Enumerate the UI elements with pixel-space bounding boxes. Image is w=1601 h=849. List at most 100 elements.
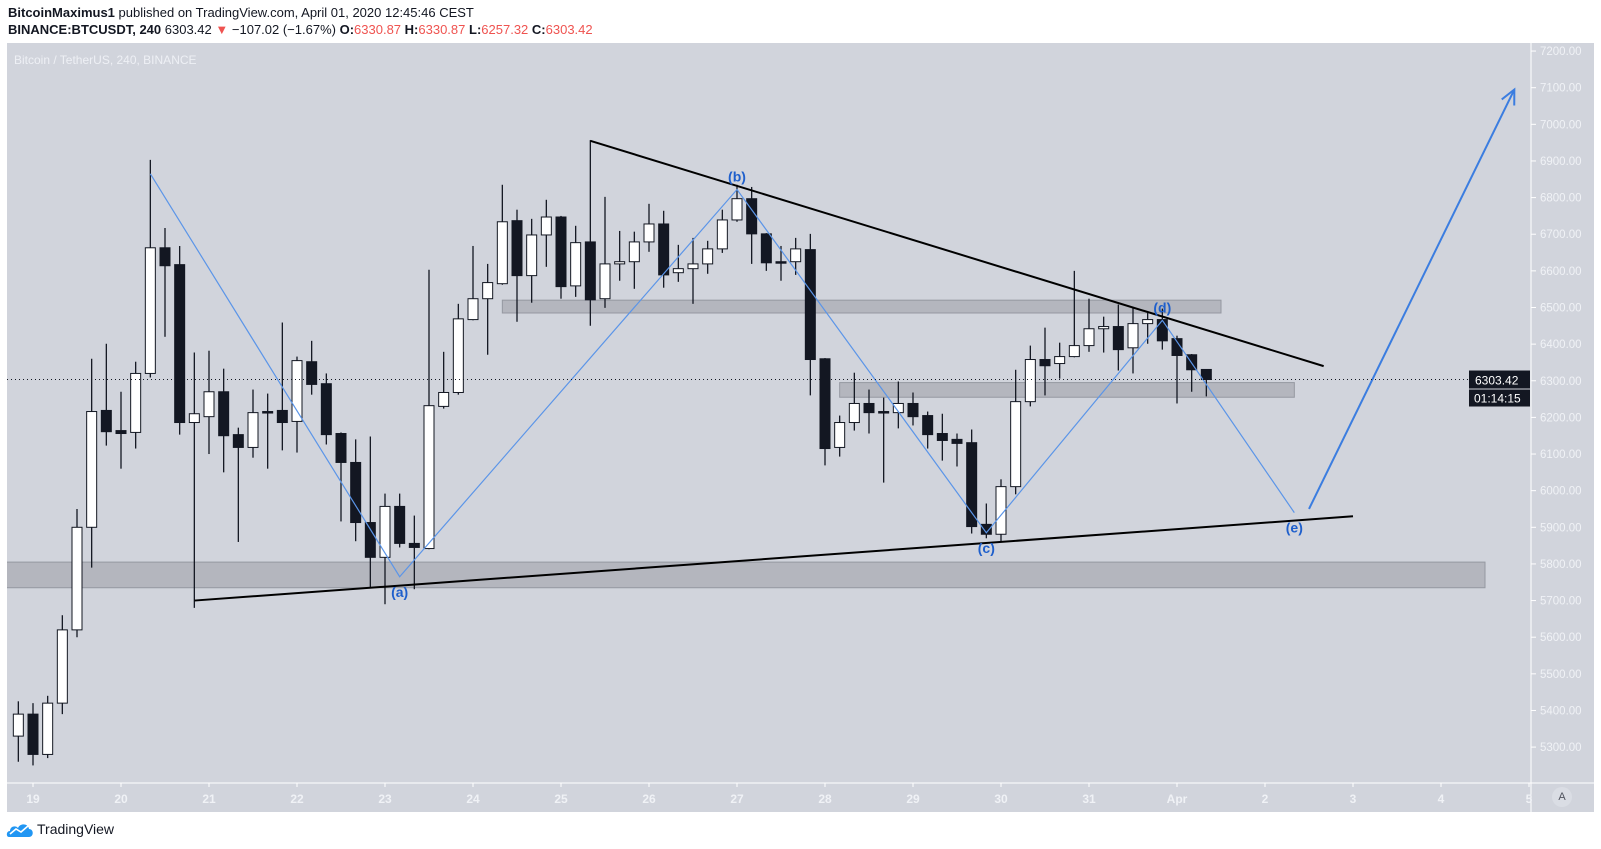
candle-body-down	[276, 409, 288, 424]
candle-body-down	[306, 361, 318, 385]
candle-body-up	[526, 234, 538, 277]
candle	[951, 433, 963, 467]
candle	[350, 439, 362, 542]
candle-body-up	[570, 242, 582, 287]
candle	[452, 303, 464, 395]
candle-body-down	[555, 216, 567, 288]
candle	[966, 429, 978, 534]
candle	[1010, 369, 1022, 495]
price-tick-label: 6400.00	[1540, 339, 1582, 351]
price-tick-label: 6700.00	[1540, 229, 1582, 241]
candle-body-up	[144, 247, 156, 374]
low-label: L:	[469, 22, 482, 37]
candle	[878, 397, 890, 483]
candle	[1127, 307, 1139, 374]
candle	[188, 352, 200, 608]
price-tick-label: 7200.00	[1540, 46, 1582, 58]
candle-body-up	[203, 391, 215, 418]
candle	[614, 230, 626, 281]
arrow-head-icon	[1501, 87, 1516, 106]
candle-body-up	[687, 263, 699, 270]
candle-body-down	[980, 523, 992, 535]
candle	[438, 351, 450, 409]
candle	[599, 196, 611, 308]
candle	[526, 218, 538, 303]
candle-body-up	[1142, 319, 1154, 325]
candle-body-up	[188, 413, 200, 424]
price-tick-label: 6200.00	[1540, 412, 1582, 424]
candle	[467, 245, 479, 321]
candle	[42, 695, 54, 759]
candle-body-up	[247, 412, 259, 448]
price-tick-label: 5300.00	[1540, 742, 1582, 754]
candle	[203, 350, 215, 455]
tradingview-logo[interactable]: TradingView	[6, 820, 114, 838]
candle	[687, 237, 699, 304]
candle	[643, 203, 655, 252]
candle	[56, 615, 68, 715]
candle-body-down	[584, 241, 596, 301]
candle-body-down	[966, 442, 978, 528]
candle-body-down	[218, 391, 230, 437]
price-tick-label: 5900.00	[1540, 522, 1582, 534]
candle	[232, 427, 244, 542]
time-tick-label: 28	[818, 792, 832, 806]
candle-body-up	[716, 219, 728, 250]
auto-scale-button[interactable]: A	[1552, 787, 1572, 807]
time-tick-label: 20	[114, 792, 128, 806]
candle	[394, 493, 406, 548]
logo-text: TradingView	[37, 821, 115, 837]
candle-body-down	[819, 358, 831, 450]
candle-body-up	[379, 505, 391, 558]
candle	[1054, 342, 1066, 379]
low-value: 6257.32	[481, 22, 529, 37]
candle-body-up	[71, 526, 83, 631]
candle-body-up	[672, 268, 684, 274]
high-label: H:	[404, 22, 419, 37]
candle	[12, 701, 24, 762]
current-price-label: 6303.42	[1475, 374, 1519, 388]
price-tick-label: 5400.00	[1540, 705, 1582, 717]
candle-body-down	[174, 264, 186, 424]
candle	[1039, 327, 1051, 396]
candle	[936, 413, 948, 461]
candle	[1200, 368, 1212, 397]
candle-body-down	[760, 233, 772, 264]
time-tick-label: 26	[642, 792, 656, 806]
chart-pane[interactable]	[7, 43, 1594, 812]
candle	[907, 392, 919, 426]
candle	[511, 209, 523, 322]
candle-body-up	[540, 216, 552, 236]
candle	[804, 233, 816, 396]
time-tick-label: 19	[26, 792, 40, 806]
high-value: 6330.87	[418, 22, 466, 37]
candle-body-down	[1112, 326, 1124, 351]
candle	[672, 244, 684, 282]
candle-body-down	[335, 433, 347, 463]
price-tick-label: 7100.00	[1540, 83, 1582, 95]
author-name[interactable]: BitcoinMaximus1	[8, 5, 115, 20]
close-label: C:	[531, 22, 546, 37]
wave-label: (c)	[978, 540, 995, 556]
candle-body-up	[1098, 326, 1110, 330]
candle-body-up	[848, 402, 860, 424]
candle	[658, 210, 670, 288]
time-tick-label: 21	[202, 792, 216, 806]
candle-body-up	[1068, 345, 1080, 358]
candle-body-down	[907, 402, 919, 418]
open-value: 6330.87	[354, 22, 402, 37]
candle	[247, 389, 259, 458]
support-resistance-zone	[7, 561, 1486, 589]
candle-body-up	[995, 486, 1007, 535]
candle-body-down	[27, 713, 39, 755]
support-resistance-zone	[501, 299, 1222, 314]
wave-label: (d)	[1153, 299, 1171, 315]
candle	[628, 231, 640, 289]
candle-body-down	[159, 247, 171, 267]
candle	[86, 358, 98, 568]
symbol-info: BINANCE:BTCUSDT, 240 6303.42 ▼ −107.02 (…	[8, 22, 593, 37]
candle	[775, 245, 787, 281]
candle-body-up	[496, 221, 508, 285]
candle	[702, 240, 714, 274]
